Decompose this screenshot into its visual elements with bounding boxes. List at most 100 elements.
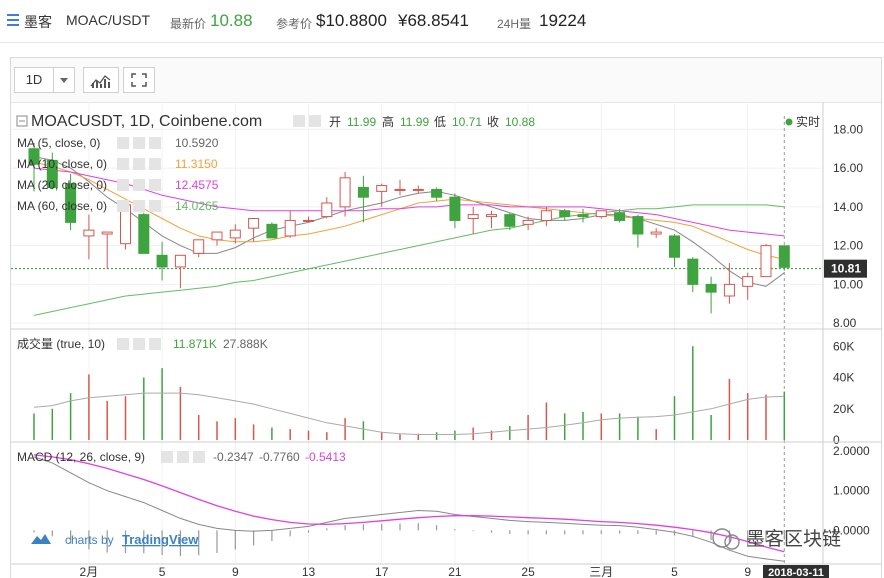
price-tick-label: 16.00: [833, 161, 863, 175]
price-tick-label: 8.00: [833, 316, 857, 330]
ma10-line: [33, 161, 785, 260]
ma-lines: [33, 156, 785, 316]
volume-ma-value: 27.888K: [223, 337, 268, 351]
tradingview-watermark[interactable]: charts by TradingView: [31, 532, 199, 547]
high-value: 11.99: [400, 115, 429, 129]
time-tick-label: 17: [375, 565, 389, 578]
volume-title: 成交量 (true, 10): [17, 336, 105, 351]
candle-body: [559, 210, 571, 218]
current-price-tag: [824, 259, 867, 278]
menu-icon[interactable]: [7, 14, 19, 26]
candle-body: [394, 188, 406, 191]
interval-selector[interactable]: 1D: [14, 67, 54, 93]
candle-body: [595, 210, 607, 218]
ma-legend-label: MA (10, close, 0): [17, 157, 107, 171]
volume-24h-label: 24H量: [497, 17, 532, 31]
cloud-icon: [31, 534, 51, 544]
volume-value: 11.871K: [173, 337, 217, 351]
volume-tick-label: 40K: [833, 371, 854, 385]
candle-body: [449, 196, 461, 221]
macd-tick-label: 2.0000: [833, 444, 870, 458]
time-axis-bg: [11, 564, 881, 578]
high-label: 高: [382, 114, 394, 129]
fullscreen-button[interactable]: [123, 67, 155, 93]
candle-body: [540, 210, 552, 221]
time-tick-label: 5: [671, 565, 678, 578]
candle-body: [174, 254, 186, 268]
ma-legend-button: [117, 200, 129, 212]
last-price-label: 最新价: [170, 17, 207, 31]
interval-label: 1D: [25, 72, 43, 87]
volume-tick-label: 20K: [833, 402, 854, 416]
macd-tick-label: 1.0000: [833, 484, 870, 498]
candle-body: [339, 177, 351, 208]
ref-price-cny: ¥68.8541: [398, 11, 469, 30]
macd-line: [33, 456, 785, 562]
time-tick-label: 13: [302, 565, 316, 578]
candle-body: [46, 159, 58, 188]
volume-tick-label: 0: [833, 433, 840, 447]
candle-body: [28, 148, 40, 165]
candle-body: [412, 188, 424, 191]
candle-body: [577, 214, 589, 218]
candle-body: [376, 185, 388, 192]
macd-line-value: -0.7760: [259, 450, 300, 464]
volume-legend: 成交量 (true, 10) 11.871K 27.888K: [17, 336, 268, 351]
candle-body: [522, 219, 534, 225]
time-tick-label: 三月: [589, 565, 613, 578]
low-label: 低: [434, 115, 446, 129]
candle-body: [357, 187, 369, 198]
brand-watermark: 墨客区块链: [712, 528, 841, 550]
candle-body: [650, 231, 662, 235]
pair-name[interactable]: MOAC/USDT: [66, 12, 150, 28]
candle-body: [723, 283, 735, 297]
candles: [28, 142, 790, 314]
macd-legend: MACD (12, 26, close, 9) -0.2347 -0.7760 …: [17, 450, 346, 464]
candle-body: [687, 258, 699, 285]
candle-body: [431, 188, 443, 198]
tradingview-link: TradingView: [122, 532, 199, 547]
market-header: 墨客 MOAC/USDT 最新价 10.88 参考价 $10.8800 ¥68.…: [0, 0, 884, 43]
ma-legend-button: [117, 179, 129, 191]
candle-body: [303, 219, 314, 222]
candle-body: [248, 218, 260, 229]
volume-ma-line: [33, 392, 785, 435]
candle-body: [614, 212, 626, 221]
time-tick-label: 9: [232, 565, 239, 578]
chart-canvas[interactable]: 18.00 16.00 14.00 12.00 10.00 8.00 10.81 60K 40K…: [11, 102, 881, 578]
macd-signal-line: [33, 454, 785, 553]
time-tick-label: 25: [521, 565, 535, 578]
settings-icon: [309, 115, 321, 127]
macd-title: MACD (12, 26, close, 9): [17, 450, 145, 464]
candle-body: [669, 235, 680, 258]
price-tick-label: 14.00: [833, 200, 863, 214]
candle-body: [321, 202, 333, 218]
candle-body: [486, 214, 497, 218]
low-value: 10.71: [452, 115, 482, 129]
price-tick-label: 12.00: [833, 239, 863, 253]
candle-body: [101, 231, 113, 235]
ma-legend-value: 14.0265: [175, 199, 219, 213]
main-legend: MOACUSDT, 1D, Coinbene.com 开 11.99 高 11.…: [16, 113, 820, 130]
ma-legend: MA (5, close, 0) 10.5920 MA (10, close, 0)…: [17, 136, 219, 213]
chart-title: MOACUSDT, 1D, Coinbene.com: [31, 113, 262, 130]
date-tag: [763, 565, 829, 578]
realtime-dot-icon: [785, 118, 793, 126]
ma-legend-button: [149, 158, 161, 170]
chart-container: 1D 18.00 16.00 14.00 12.00 10.00 8.00 10.81 60K…: [10, 57, 882, 578]
ma-legend-button: [149, 200, 161, 212]
date-tag-label: 2018-03-11: [768, 567, 824, 578]
ma5-line: [33, 156, 785, 287]
candle-body: [284, 219, 296, 237]
chart-type-button[interactable]: [83, 67, 119, 93]
price-tick-label: 18.00: [833, 122, 863, 136]
candle-body: [504, 214, 516, 227]
chart-toolbar: 1D: [11, 58, 881, 103]
ma-legend-label: MA (5, close, 0): [17, 136, 100, 150]
candle-body: [742, 276, 754, 287]
fullscreen-icon: [131, 73, 147, 87]
candle-body: [65, 183, 77, 223]
collapse-icon: [16, 115, 28, 127]
interval-dropdown-button[interactable]: [53, 67, 75, 93]
caret-down-icon: [60, 78, 68, 83]
